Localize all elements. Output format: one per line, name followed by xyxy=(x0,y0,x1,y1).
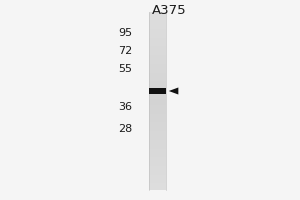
Text: 95: 95 xyxy=(118,28,132,38)
Text: 36: 36 xyxy=(118,102,132,112)
Text: 55: 55 xyxy=(118,64,132,74)
Text: 72: 72 xyxy=(118,46,132,56)
Text: A375: A375 xyxy=(152,4,187,18)
Polygon shape xyxy=(169,87,178,95)
Text: 28: 28 xyxy=(118,124,132,134)
Bar xyxy=(149,88,166,94)
